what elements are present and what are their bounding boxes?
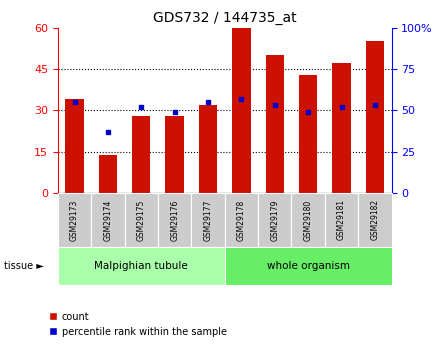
Bar — [191, 193, 225, 247]
Bar — [325, 193, 358, 247]
Bar — [58, 193, 91, 247]
Text: whole organism: whole organism — [267, 261, 350, 270]
Bar — [158, 193, 191, 247]
Bar — [266, 55, 284, 193]
Text: GSM29180: GSM29180 — [303, 199, 313, 240]
Bar — [199, 105, 217, 193]
Bar — [91, 193, 125, 247]
Text: tissue ►: tissue ► — [4, 261, 44, 270]
Bar — [232, 28, 251, 193]
Text: Malpighian tubule: Malpighian tubule — [94, 261, 188, 270]
Legend: count, percentile rank within the sample: count, percentile rank within the sample — [49, 312, 227, 337]
Bar — [225, 193, 258, 247]
Text: GSM29175: GSM29175 — [137, 199, 146, 240]
Bar — [166, 116, 184, 193]
Text: GSM29181: GSM29181 — [337, 199, 346, 240]
Bar — [358, 193, 392, 247]
Bar — [291, 193, 325, 247]
Bar — [99, 155, 117, 193]
Bar — [258, 193, 291, 247]
Bar — [132, 116, 150, 193]
Bar — [65, 99, 84, 193]
Bar — [58, 247, 225, 285]
Text: GSM29178: GSM29178 — [237, 199, 246, 240]
Text: GSM29177: GSM29177 — [203, 199, 213, 240]
Bar — [125, 193, 158, 247]
Text: GSM29174: GSM29174 — [103, 199, 113, 240]
Bar — [332, 63, 351, 193]
Text: GSM29179: GSM29179 — [270, 199, 279, 240]
Title: GDS732 / 144735_at: GDS732 / 144735_at — [153, 11, 296, 25]
Text: GSM29176: GSM29176 — [170, 199, 179, 240]
Text: GSM29182: GSM29182 — [370, 199, 380, 240]
Text: GSM29173: GSM29173 — [70, 199, 79, 240]
Bar — [366, 41, 384, 193]
Bar — [299, 75, 317, 193]
Bar — [225, 247, 392, 285]
